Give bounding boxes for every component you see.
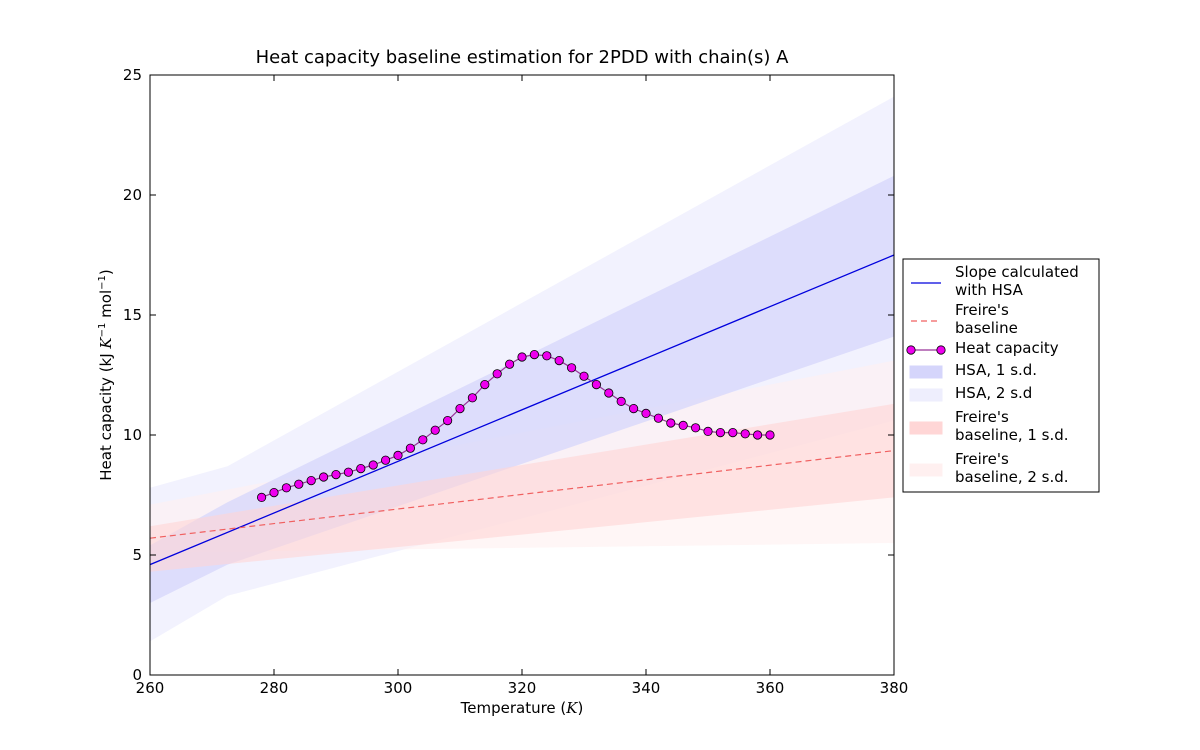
legend-label: Freire's xyxy=(955,450,1009,468)
heat-capacity-point xyxy=(728,427,738,438)
heat-capacity-point xyxy=(579,371,589,381)
y-tick-label: 20 xyxy=(123,186,142,204)
x-tick-label: 380 xyxy=(880,679,909,697)
legend-swatch-freire_2sd xyxy=(909,463,943,477)
legend-swatch-heat-marker xyxy=(936,345,946,355)
y-tick-label: 10 xyxy=(123,426,142,444)
heat-capacity-point xyxy=(542,351,552,361)
x-tick-label: 340 xyxy=(632,679,661,697)
legend-swatch-hsa_2sd xyxy=(909,388,943,402)
legend-label: baseline, 1 s.d. xyxy=(955,426,1069,444)
legend-label: Freire's xyxy=(955,408,1009,426)
heat-capacity-point xyxy=(666,418,676,428)
heat-capacity-point xyxy=(566,363,577,373)
heat-capacity-point xyxy=(703,426,713,436)
heat-capacity-point xyxy=(715,427,726,438)
heat-capacity-point xyxy=(690,423,701,433)
legend-label: Freire's xyxy=(955,301,1009,319)
y-tick-label: 5 xyxy=(132,546,142,564)
x-tick-label: 260 xyxy=(136,679,165,697)
heat-capacity-point xyxy=(455,403,465,414)
legend-label: baseline xyxy=(955,319,1018,337)
y-axis-label: Heat capacity (kJ K−1 mol−1) xyxy=(97,269,115,481)
heat-capacity-point xyxy=(529,349,540,360)
legend-swatch-heat-marker xyxy=(906,345,916,355)
heat-capacity-point xyxy=(653,413,664,423)
legend-label: Heat capacity xyxy=(955,339,1059,357)
legend-swatch-hsa_1sd xyxy=(909,365,943,379)
heat-capacity-point xyxy=(678,420,688,430)
legend-label: HSA, 1 s.d. xyxy=(955,361,1037,379)
heat-capacity-point xyxy=(430,425,440,435)
freire-baseline-line xyxy=(150,450,894,539)
heat-capacity-point xyxy=(492,369,502,379)
heat-capacity-point xyxy=(504,359,515,369)
legend-label: with HSA xyxy=(955,281,1024,299)
heat-capacity-point xyxy=(294,479,304,489)
heat-capacity-point xyxy=(269,487,279,498)
heat-capacity-point xyxy=(393,450,403,460)
x-axis-label: Temperature (K) xyxy=(460,699,584,717)
heat-capacity-point xyxy=(604,388,614,398)
heat-capacity-point xyxy=(517,352,527,362)
legend-entry-heat: Heat capacity xyxy=(906,339,1059,357)
heat-capacity-point xyxy=(554,355,564,366)
heat-capacity-point xyxy=(752,430,763,440)
heat-capacity-point xyxy=(281,483,291,493)
heat-capacity-point xyxy=(368,460,378,470)
legend-entry-hsa_2sd: HSA, 2 s.d xyxy=(909,384,1032,402)
heat-capacity-point xyxy=(442,415,453,426)
legend-entry-hsa_1sd: HSA, 1 s.d. xyxy=(909,361,1037,379)
x-tick-label: 360 xyxy=(756,679,785,697)
heat-capacity-point xyxy=(331,469,341,480)
y-tick-label: 0 xyxy=(132,666,142,684)
heat-capacity-point xyxy=(591,379,602,390)
heat-capacity-point xyxy=(616,396,626,406)
heat-capacity-point xyxy=(405,443,415,453)
heat-capacity-point xyxy=(418,435,428,445)
x-tick-label: 280 xyxy=(260,679,289,697)
heat-capacity-point xyxy=(467,393,477,403)
heat-capacity-point xyxy=(256,492,267,502)
heat-capacity-point xyxy=(356,463,366,474)
y-tick-label: 25 xyxy=(123,66,142,84)
heat-capacity-point xyxy=(343,467,353,477)
x-tick-label: 320 xyxy=(508,679,537,697)
legend-label: Slope calculated xyxy=(955,263,1079,281)
y-tick-label: 15 xyxy=(123,306,142,324)
plot-area: 260 280 300 320 340 360 380 0 5 10 15 20 25 Temperatu… xyxy=(97,66,908,717)
heat-capacity-point xyxy=(740,429,750,439)
heat-capacity-point xyxy=(480,379,490,390)
heat-capacity-point xyxy=(318,472,329,482)
heat-capacity-point xyxy=(765,430,775,440)
hsa-slope-line xyxy=(150,254,894,566)
heat-capacity-point xyxy=(641,408,651,418)
legend-label: HSA, 2 s.d xyxy=(955,384,1032,402)
legend-label: baseline, 2 s.d. xyxy=(955,468,1069,486)
heat-capacity-point xyxy=(306,475,316,486)
x-tick-label: 300 xyxy=(384,679,413,697)
band-freire_1sd xyxy=(150,403,894,572)
heat-capacity-point xyxy=(380,455,391,465)
plot-clip-group xyxy=(150,96,894,642)
legend-swatch-freire_1sd xyxy=(909,421,943,435)
heat-capacity-point xyxy=(628,403,639,414)
chart-title: Heat capacity baseline estimation for 2P… xyxy=(256,47,790,68)
